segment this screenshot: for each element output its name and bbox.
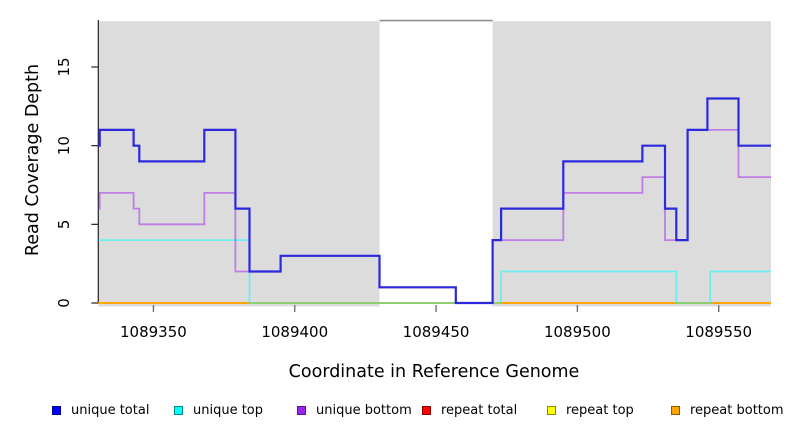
shaded-region <box>492 21 771 307</box>
y-tick-label: 10 <box>55 136 73 155</box>
shaded-region <box>98 21 380 307</box>
x-tick-label: 1089450 <box>403 323 470 341</box>
x-tick-label: 1089550 <box>685 323 752 341</box>
x-tick-label: 1089350 <box>120 323 187 341</box>
x-axis-title: Coordinate in Reference Genome <box>288 362 580 382</box>
y-axis: 0 5 10 15 <box>55 20 99 308</box>
shaded-regions <box>98 21 771 307</box>
x-tick-label: 1089400 <box>261 323 328 341</box>
y-tick-label: 5 <box>55 220 73 230</box>
x-tick-label: 1089500 <box>544 323 611 341</box>
y-tick-label: 0 <box>55 298 73 308</box>
series-unique-total <box>98 97 771 305</box>
y-tick-label: 15 <box>55 57 73 76</box>
y-axis-title: Read Coverage Depth <box>23 63 43 257</box>
x-axis: 1089350 1089400 1089450 1089500 1089550 <box>120 305 752 341</box>
